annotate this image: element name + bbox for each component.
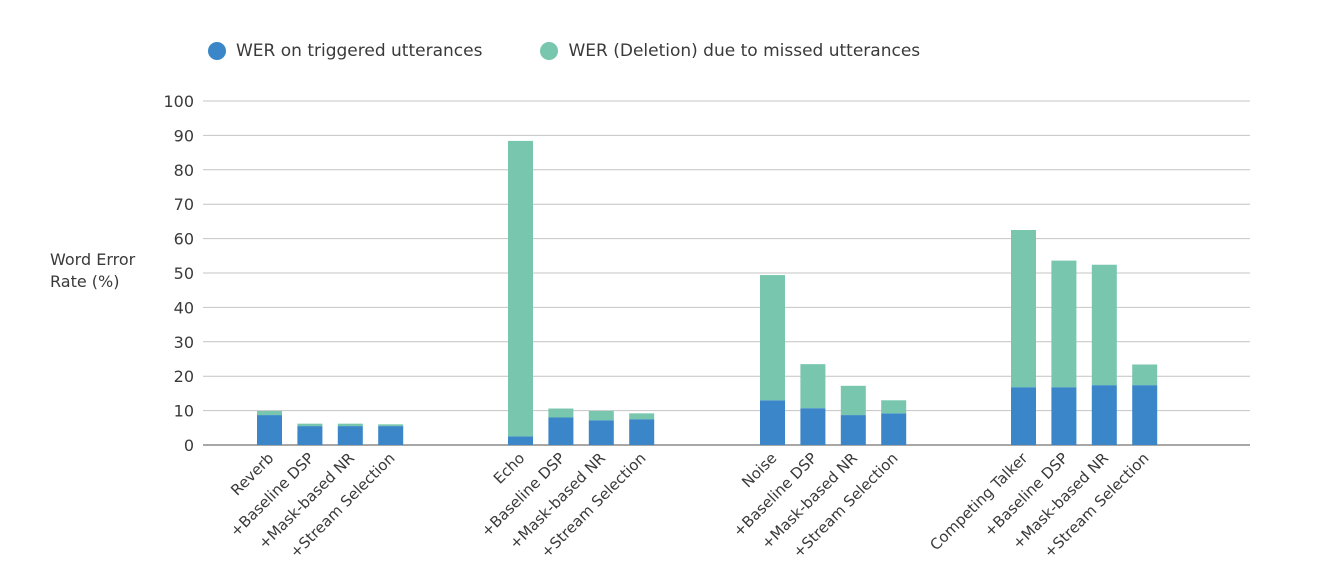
legend: WER on triggered utterances WER (Deletio… bbox=[208, 38, 978, 64]
y-tick-label: 10 bbox=[174, 402, 194, 421]
bar-deletion bbox=[257, 410, 282, 416]
bar-triggered bbox=[378, 426, 404, 445]
bar-deletion bbox=[1132, 364, 1158, 386]
bar-deletion bbox=[297, 423, 323, 427]
bar-deletion bbox=[1051, 260, 1077, 388]
bar-deletion bbox=[1011, 230, 1036, 388]
legend-label-deletion: WER (Deletion) due to missed utterances bbox=[568, 41, 921, 61]
legend-item-triggered: WER on triggered utterances bbox=[208, 41, 482, 61]
bar-triggered bbox=[1011, 387, 1036, 445]
bar-triggered bbox=[1051, 387, 1077, 445]
bar-deletion bbox=[840, 385, 866, 416]
y-tick-label: 80 bbox=[174, 161, 194, 180]
legend-swatch-deletion bbox=[540, 42, 559, 60]
bar-triggered bbox=[800, 408, 826, 445]
bar-deletion bbox=[337, 423, 363, 427]
bar-deletion bbox=[378, 424, 404, 427]
y-axis-title: Word Error Rate (%) bbox=[50, 249, 135, 293]
y-axis-title-line: Rate (%) bbox=[50, 272, 120, 291]
bar-triggered bbox=[548, 417, 574, 445]
bar-triggered bbox=[297, 426, 323, 445]
bar-triggered bbox=[257, 415, 282, 445]
bar-deletion bbox=[881, 400, 907, 414]
legend-label-triggered: WER on triggered utterances bbox=[236, 41, 483, 61]
bar-triggered bbox=[508, 436, 533, 445]
bar-deletion bbox=[629, 413, 655, 420]
legend-item-deletion: WER (Deletion) due to missed utterances bbox=[540, 41, 920, 61]
bar-triggered bbox=[629, 419, 655, 445]
y-tick-label: 30 bbox=[174, 333, 194, 352]
bar-triggered bbox=[881, 413, 907, 445]
bar-triggered bbox=[760, 400, 785, 445]
bar-deletion bbox=[588, 410, 614, 421]
y-tick-label: 100 bbox=[163, 92, 194, 111]
bar-deletion bbox=[508, 140, 533, 437]
bar-triggered bbox=[840, 415, 866, 445]
bar-deletion bbox=[760, 275, 785, 401]
bar-triggered bbox=[337, 426, 363, 445]
y-axis-title-line: Word Error bbox=[50, 250, 136, 269]
bar-triggered bbox=[1132, 385, 1158, 445]
y-tick-label: 60 bbox=[174, 230, 194, 249]
y-tick-label: 0 bbox=[184, 436, 194, 455]
y-tick-label: 90 bbox=[174, 126, 194, 145]
y-tick-label: 50 bbox=[174, 264, 194, 283]
y-tick-label: 20 bbox=[174, 367, 194, 386]
y-tick-label: 70 bbox=[174, 195, 194, 214]
y-tick-label: 40 bbox=[174, 298, 194, 317]
bar-deletion bbox=[1091, 264, 1117, 386]
legend-swatch-triggered bbox=[208, 42, 226, 60]
bar-deletion bbox=[548, 408, 574, 418]
bar-triggered bbox=[588, 420, 614, 445]
bar-deletion bbox=[800, 364, 826, 409]
bar-triggered bbox=[1091, 385, 1117, 445]
